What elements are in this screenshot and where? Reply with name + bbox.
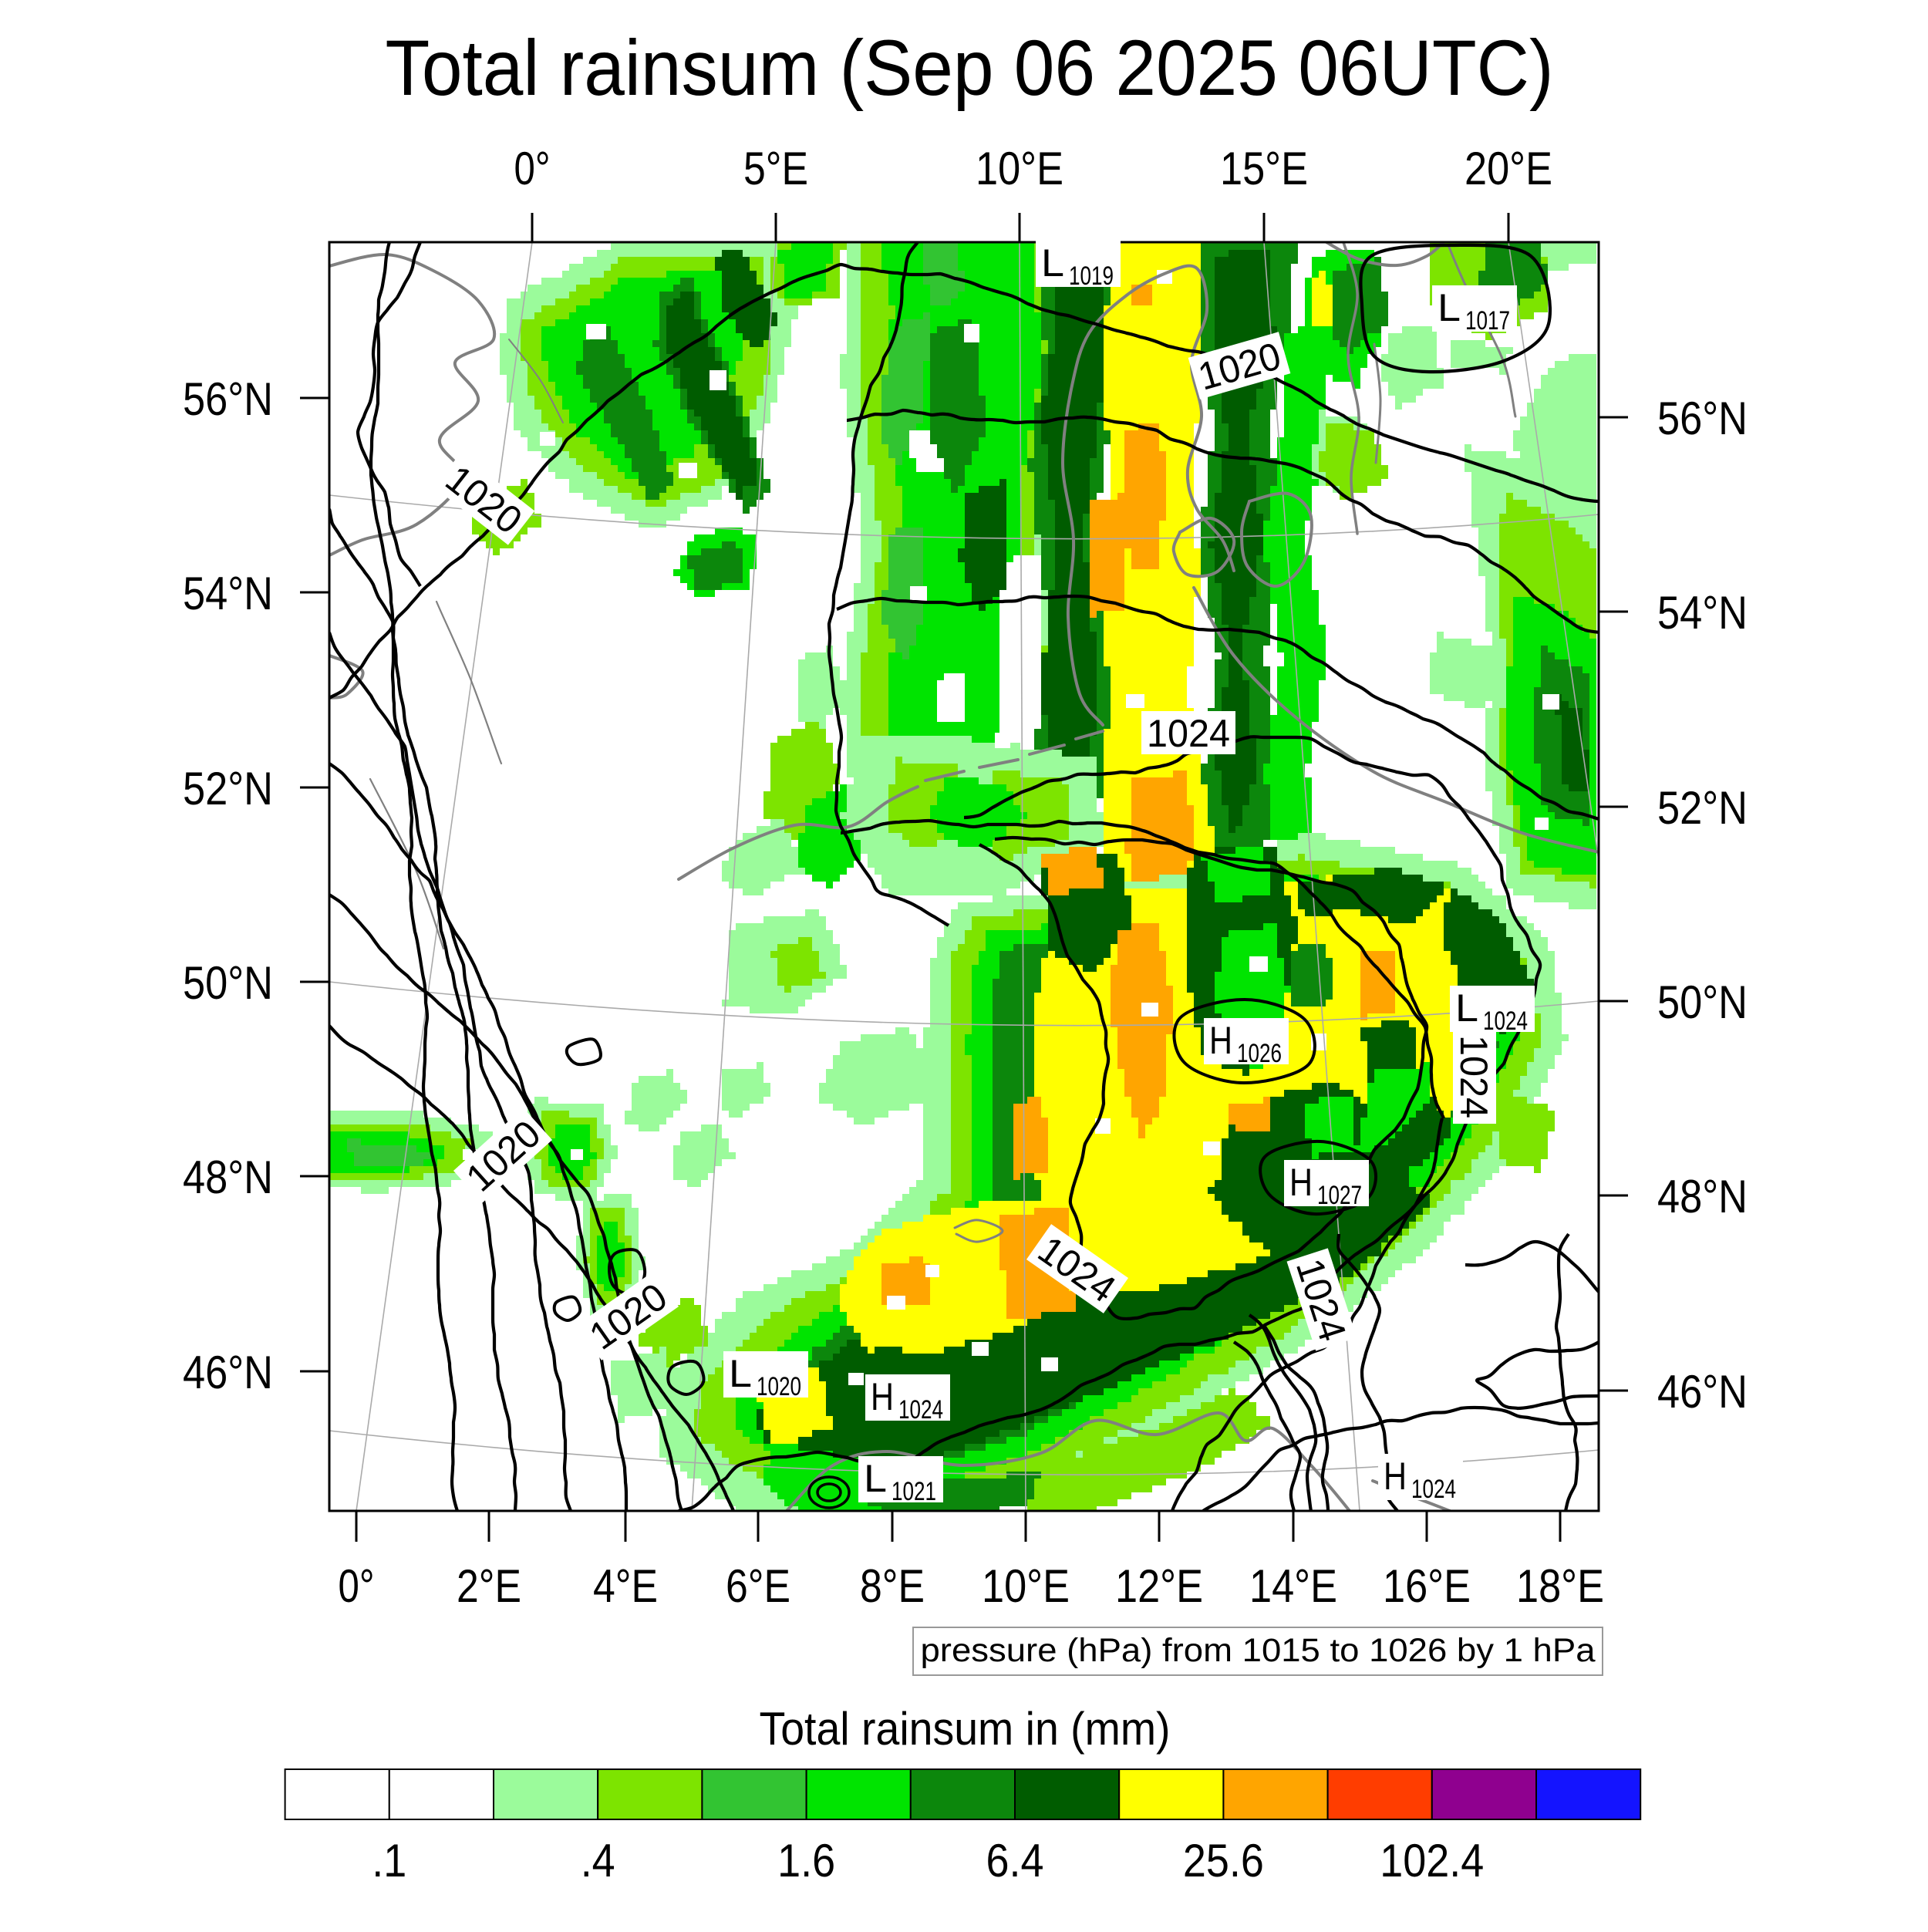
svg-text:H: H xyxy=(1209,1019,1232,1062)
svg-text:L: L xyxy=(729,1352,752,1395)
svg-text:pressure (hPa) from 1015 to 10: pressure (hPa) from 1015 to 1026 by 1 hP… xyxy=(921,1632,1596,1669)
svg-text:Total rainsum (Sep 06 2025 06U: Total rainsum (Sep 06 2025 06UTC) xyxy=(386,24,1554,112)
svg-text:48°N: 48°N xyxy=(183,1151,273,1203)
svg-text:H: H xyxy=(871,1375,894,1418)
svg-text:2°E: 2°E xyxy=(457,1560,521,1612)
svg-text:0°: 0° xyxy=(339,1560,375,1612)
svg-text:6°E: 6°E xyxy=(726,1560,790,1612)
svg-text:1024: 1024 xyxy=(898,1395,943,1425)
svg-text:25.6: 25.6 xyxy=(1183,1835,1264,1886)
svg-text:46°N: 46°N xyxy=(1657,1366,1748,1418)
svg-text:Total rainsum in (mm): Total rainsum in (mm) xyxy=(760,1703,1171,1755)
svg-text:H: H xyxy=(1289,1161,1313,1204)
svg-text:1026: 1026 xyxy=(1237,1039,1282,1068)
svg-text:L: L xyxy=(1041,241,1064,285)
svg-text:46°N: 46°N xyxy=(183,1347,273,1398)
svg-text:10°E: 10°E xyxy=(976,143,1063,194)
svg-text:18°E: 18°E xyxy=(1516,1560,1604,1612)
svg-text:1021: 1021 xyxy=(892,1477,936,1506)
svg-text:1017: 1017 xyxy=(1465,306,1510,335)
svg-text:L: L xyxy=(864,1457,887,1500)
svg-text:20°E: 20°E xyxy=(1465,143,1552,194)
svg-text:54°N: 54°N xyxy=(183,568,273,619)
svg-text:102.4: 102.4 xyxy=(1380,1835,1484,1886)
svg-text:4°E: 4°E xyxy=(593,1560,658,1612)
svg-text:50°N: 50°N xyxy=(183,957,273,1009)
svg-text:1019: 1019 xyxy=(1069,261,1114,291)
svg-text:.1: .1 xyxy=(372,1835,406,1886)
svg-text:48°N: 48°N xyxy=(1657,1171,1748,1222)
svg-text:1024: 1024 xyxy=(1483,1006,1528,1036)
svg-text:56°N: 56°N xyxy=(1657,393,1748,444)
svg-text:6.4: 6.4 xyxy=(986,1835,1044,1886)
svg-text:1024: 1024 xyxy=(1147,712,1230,755)
svg-text:0°: 0° xyxy=(514,143,551,194)
svg-text:16°E: 16°E xyxy=(1383,1560,1471,1612)
svg-text:L: L xyxy=(1438,286,1461,329)
svg-text:1024: 1024 xyxy=(1411,1475,1456,1504)
svg-text:52°N: 52°N xyxy=(1657,782,1748,834)
svg-text:10°E: 10°E xyxy=(982,1560,1070,1612)
svg-text:1.6: 1.6 xyxy=(777,1835,835,1886)
svg-text:8°E: 8°E xyxy=(860,1560,925,1612)
svg-text:56°N: 56°N xyxy=(183,373,273,425)
svg-text:1024: 1024 xyxy=(1452,1035,1495,1118)
svg-text:1020: 1020 xyxy=(757,1372,801,1401)
svg-text:H: H xyxy=(1384,1455,1407,1498)
svg-text:1027: 1027 xyxy=(1317,1181,1362,1210)
svg-text:L: L xyxy=(1455,986,1478,1030)
svg-text:.4: .4 xyxy=(581,1835,615,1886)
svg-text:15°E: 15°E xyxy=(1220,143,1308,194)
svg-text:52°N: 52°N xyxy=(183,763,273,814)
svg-text:5°E: 5°E xyxy=(743,143,808,194)
svg-text:12°E: 12°E xyxy=(1115,1560,1203,1612)
svg-text:14°E: 14°E xyxy=(1249,1560,1337,1612)
svg-text:54°N: 54°N xyxy=(1657,587,1748,639)
svg-text:50°N: 50°N xyxy=(1657,976,1748,1028)
